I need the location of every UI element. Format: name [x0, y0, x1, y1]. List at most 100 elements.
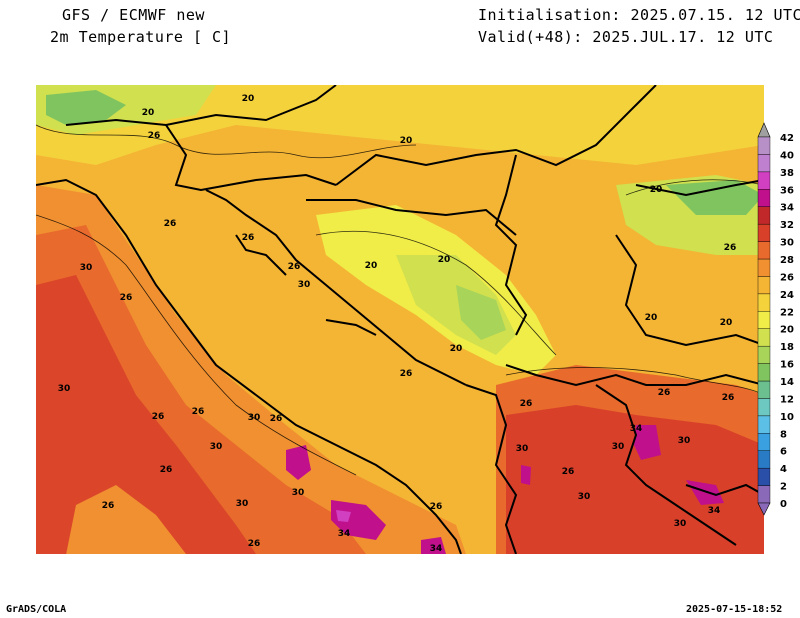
colorbar-tick-label: 32	[780, 220, 794, 231]
contour-label: 34	[430, 544, 443, 554]
colorbar-segment	[757, 241, 771, 260]
contour-label: 26	[430, 502, 443, 512]
contour-label: 20	[438, 255, 451, 265]
field-hotspot-3	[421, 537, 446, 554]
colorbar-segment	[757, 171, 771, 190]
map-canvas: 20 20 26 20 20 26 26 26 30 26 20 20 30 26 20 20 20 26 30 26…	[36, 85, 764, 554]
colorbar-tick-label: 18	[780, 342, 794, 353]
colorbar-segment	[757, 450, 771, 469]
contour-label: 26	[164, 219, 177, 229]
contour-5	[625, 179, 764, 196]
contour-1	[36, 124, 417, 159]
colorbar-tick-label: 4	[780, 464, 787, 475]
contour-label: 26	[562, 467, 575, 477]
contour-label: 30	[248, 413, 261, 423]
coast-islands-2	[325, 319, 377, 336]
contour-labels: 20 20 26 20 20 26 26 26 30 26 20 20 30 26 20 20 20 26 30 26…	[58, 94, 737, 554]
colorbar-tick-label: 0	[780, 499, 787, 510]
field-ne-cooler	[666, 180, 764, 215]
colorbar-segment	[757, 154, 771, 173]
contour-label: 26	[658, 388, 671, 398]
field-hotspot-1	[286, 445, 311, 480]
colorbar-segment	[757, 345, 771, 364]
colorbar-segment	[757, 189, 771, 207]
colorbar	[757, 122, 771, 516]
contour-3	[315, 230, 557, 356]
variable-title: 2m Temperature [ C]	[50, 28, 232, 46]
contour-label: 20	[720, 318, 733, 328]
contour-label: 26	[722, 393, 735, 403]
border-cro-bih	[306, 199, 517, 236]
colorbar-tick-label: 22	[780, 307, 794, 318]
colorbar-tick-label: 40	[780, 150, 794, 161]
contour-label: 20	[645, 313, 658, 323]
contour-label: 30	[516, 444, 529, 454]
temperature-map: 20 20 26 20 20 26 26 26 30 26 20 20 30 26 20 20 20 26 30 26…	[36, 85, 764, 554]
footer-timestamp: 2025-07-15-18:52	[686, 604, 783, 615]
contour-label: 26	[248, 539, 261, 549]
border-srb	[494, 154, 528, 336]
colorbar-tick-label: 12	[780, 394, 794, 405]
colorbar-segment	[757, 467, 771, 486]
init-time: Initialisation: 2025.07.15. 12 UTC	[478, 6, 800, 24]
colorbar-under-arrow	[757, 502, 771, 516]
contour-label: 30	[674, 519, 687, 529]
coastlines	[36, 178, 764, 554]
contour-label: 26	[152, 412, 165, 422]
contour-label: 20	[650, 185, 663, 195]
contour-label: 20	[365, 261, 378, 271]
contour-label: 30	[236, 499, 249, 509]
contour-label: 30	[292, 488, 305, 498]
contour-label: 26	[288, 262, 301, 272]
border-bgr	[615, 234, 764, 347]
contour-label: 30	[578, 492, 591, 502]
contour-label: 30	[210, 442, 223, 452]
colorbar-tick-label: 8	[780, 429, 787, 440]
contour-label: 34	[630, 424, 643, 434]
valid-time: Valid(+48): 2025.JUL.17. 12 UTC	[478, 28, 774, 46]
colorbar-segment	[757, 293, 771, 312]
field-balkans-coldest	[456, 285, 506, 340]
border-slo	[165, 124, 337, 192]
field-hotspot-4	[634, 425, 661, 460]
contour-label: 30	[80, 263, 93, 273]
contour-label: 26	[520, 399, 533, 409]
colorbar-tick-label: 2	[780, 482, 787, 493]
colorbar-tick-label: 34	[780, 203, 794, 214]
contour-label: 34	[708, 506, 721, 516]
colorbar-segment	[757, 223, 771, 242]
colorbar-segment	[757, 485, 771, 504]
colorbar-segment	[757, 433, 771, 451]
colorbar-segment	[757, 415, 771, 434]
coast-aegean-2	[685, 483, 764, 497]
contour-label: 26	[120, 293, 133, 303]
contour-label: 20	[400, 136, 413, 146]
field-hotspot-5	[686, 480, 724, 505]
contour-label: 30	[678, 436, 691, 446]
contour-2	[36, 214, 357, 476]
field-hotspot-2b	[336, 510, 351, 522]
contour-label: 26	[724, 243, 737, 253]
contour-label: 26	[400, 369, 413, 379]
colorbar-over-arrow	[757, 122, 771, 138]
coast-dalmatia	[205, 189, 467, 386]
colorbar-segment	[757, 258, 771, 277]
colorbar-segment	[757, 398, 771, 417]
colorbar-segment	[757, 206, 771, 225]
contour-label: 26	[102, 501, 115, 511]
colorbar-tick-label: 24	[780, 290, 794, 301]
coast-italy-east	[36, 178, 462, 554]
footer-credit: GrADS/COLA	[6, 604, 67, 615]
contour-lines	[36, 124, 764, 476]
model-title: GFS / ECMWF new	[62, 6, 205, 24]
field-italy-hotter	[36, 275, 256, 554]
border-north	[65, 85, 337, 127]
contour-label: 30	[58, 384, 71, 394]
field-southwest	[66, 485, 186, 554]
colorbar-tick-label: 36	[780, 185, 794, 196]
contour-label: 30	[612, 442, 625, 452]
colorbar-tick-label: 30	[780, 238, 794, 249]
contour-label: 34	[338, 529, 351, 539]
contour-label: 20	[242, 94, 255, 104]
